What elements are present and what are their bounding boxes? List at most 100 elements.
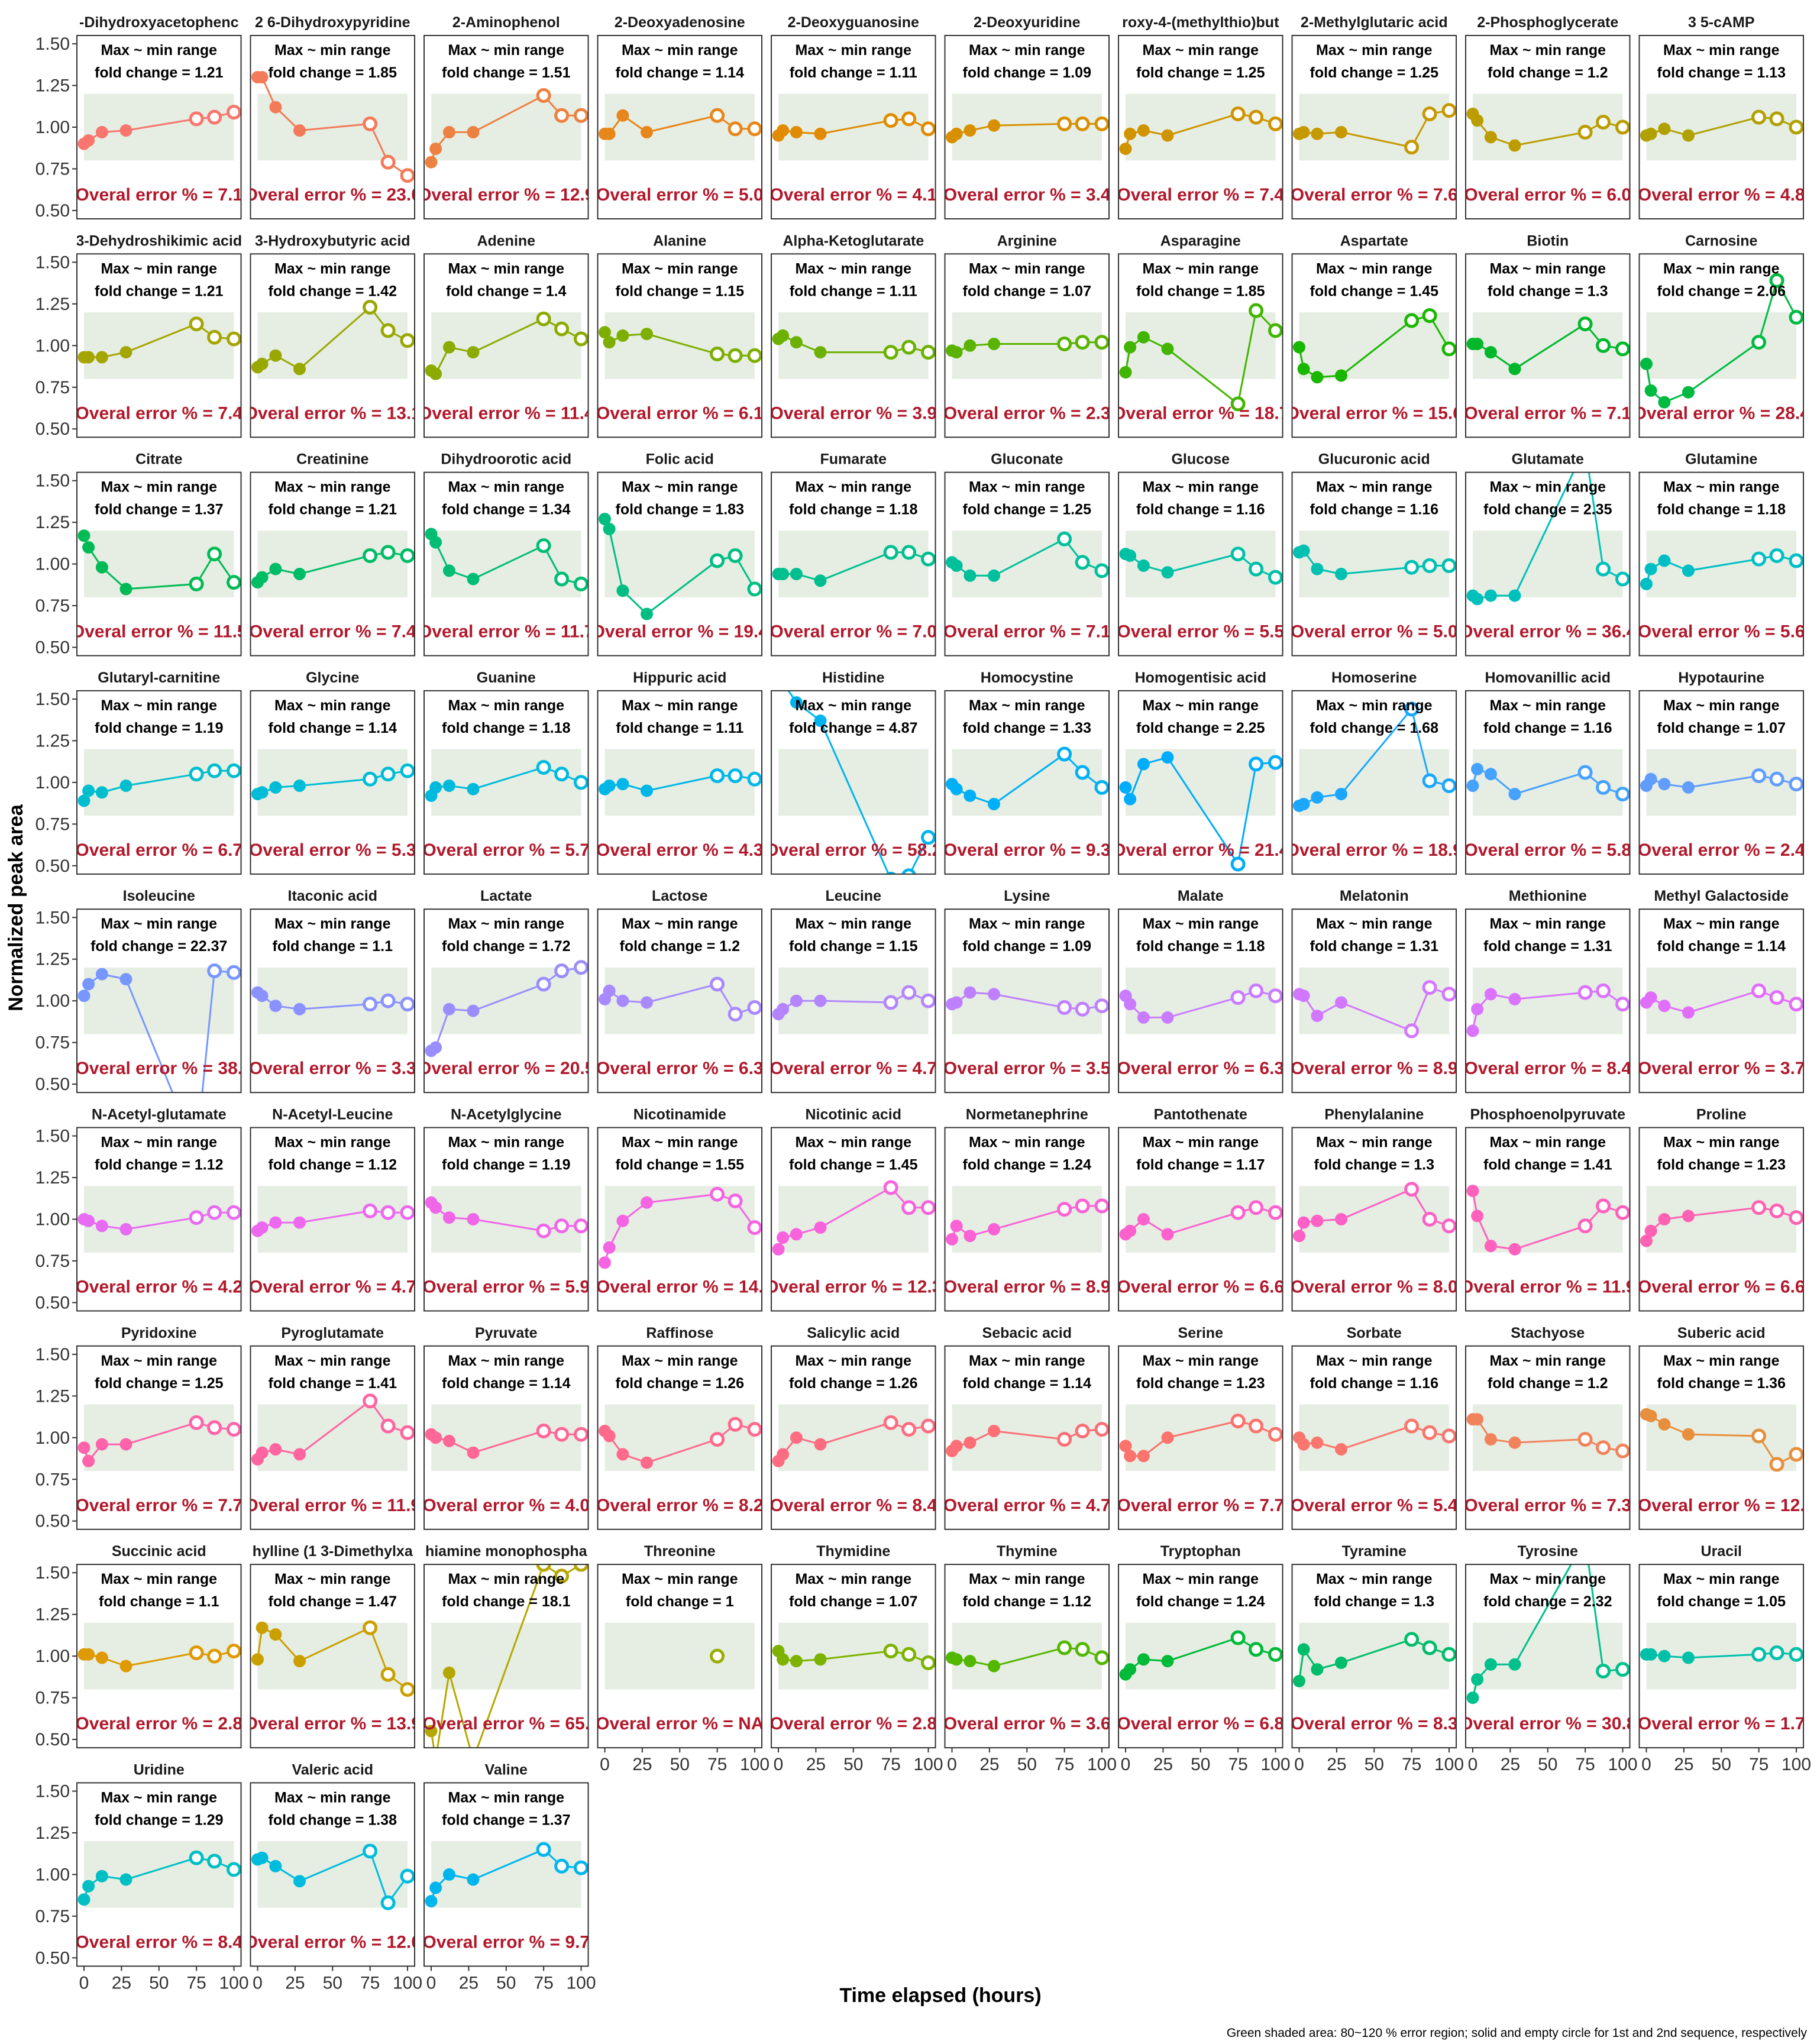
annotation-fold-change: fold change = 1.14	[442, 1375, 571, 1392]
data-point-second-sequence	[363, 1844, 378, 1859]
data-point-second-sequence	[710, 553, 725, 568]
data-point-first-sequence	[1137, 758, 1150, 771]
error-band	[952, 1404, 1103, 1471]
data-point-first-sequence	[1471, 114, 1484, 127]
annotation-fold-change: fold change = 1.25	[1136, 64, 1265, 81]
data-point-second-sequence	[207, 1205, 222, 1220]
data-point-first-sequence	[988, 1425, 1000, 1437]
data-point-second-sequence	[1769, 1457, 1784, 1472]
annotation-error: Overal error % = 2.8	[75, 1714, 243, 1733]
annotation-fold-change: fold change = 2.25	[1136, 720, 1265, 736]
annotation-error: Overal error % = 4.7	[943, 1496, 1111, 1515]
annotation-error: Overal error % = 5.0	[1291, 622, 1458, 642]
panel-border	[1638, 471, 1805, 656]
facet-panel: Max ~ min range fold change = 2.06 Overal …	[1638, 232, 1805, 438]
y-tick-label: 0.50	[35, 1293, 70, 1312]
data-point-second-sequence	[1596, 115, 1611, 130]
data-point-first-sequence	[467, 1753, 480, 1765]
error-band	[1126, 1622, 1276, 1690]
data-point-first-sequence	[425, 156, 438, 169]
annotation-range: Max ~ min range	[795, 260, 911, 277]
annotation-fold-change: fold change = 1.85	[1136, 283, 1265, 299]
facet-panel: Max ~ min range fold change = 1.36 Overal …	[1638, 1325, 1805, 1530]
data-point-second-sequence	[400, 548, 415, 563]
facet-title: Alpha-Ketoglutarate	[783, 232, 924, 249]
data-point-second-sequence	[1230, 396, 1246, 412]
data-point-second-sequence	[1249, 109, 1264, 125]
error-band	[431, 312, 581, 379]
panel-border	[423, 908, 589, 1094]
facet-panel: Max ~ min range fold change = 1.47 Overal …	[250, 1543, 416, 1749]
error-band	[257, 1404, 408, 1471]
error-band	[604, 531, 755, 597]
data-point-second-sequence	[400, 1868, 415, 1884]
panel-border	[250, 471, 416, 656]
data-point-second-sequence	[710, 1648, 725, 1664]
data-point-second-sequence	[1075, 116, 1090, 131]
facet-panel: Max ~ min range fold change = 1.4 Overal e…	[418, 232, 594, 438]
data-point-first-sequence	[950, 996, 963, 1009]
facet-panel: Max ~ min range fold change = 2.35 Overal …	[1465, 451, 1631, 656]
annotation-range: Max ~ min range	[795, 916, 911, 932]
data-point-second-sequence	[710, 976, 725, 992]
data-point-second-sequence	[1596, 1198, 1611, 1214]
x-tick-label: 25	[632, 1755, 652, 1774]
data-point-second-sequence	[1769, 1203, 1784, 1218]
data-point-first-sequence	[256, 989, 269, 1002]
panel-border	[1638, 908, 1805, 1094]
data-point-second-sequence	[227, 1205, 241, 1220]
annotation-range: Max ~ min range	[274, 1789, 391, 1806]
data-point-second-sequence	[1789, 777, 1804, 792]
data-point-second-sequence	[363, 771, 378, 787]
data-point-first-sequence	[293, 568, 306, 580]
data-point-second-sequence	[1249, 756, 1264, 772]
annotation-error: Overal error % = 6.3	[596, 1059, 764, 1078]
facet-title: Adenine	[477, 232, 535, 249]
data-point-first-sequence	[256, 1446, 269, 1459]
facet-panel: Max ~ min range fold change = 1.15 Overal …	[597, 232, 763, 438]
data-point-second-sequence	[883, 545, 898, 560]
data-point-second-sequence	[883, 995, 898, 1010]
facet-panel: Max ~ min range fold change = 1.23 Overal …	[1118, 1325, 1283, 1530]
facet-panel: Max ~ min range fold change = 1.18 Overal …	[771, 451, 936, 656]
data-point-first-sequence	[1471, 1002, 1484, 1015]
data-point-second-sequence	[574, 775, 589, 790]
annotation-range: Max ~ min range	[969, 479, 1085, 496]
x-tick-label: 50	[670, 1755, 690, 1774]
plot-area: Max ~ min range fold change = 1.47 Overal …	[251, 1571, 415, 1733]
y-tick-label: 0.50	[35, 856, 70, 876]
data-point-second-sequence	[1579, 1534, 1591, 1545]
facet-panel: Max ~ min range fold change = 1.19 Overal …	[76, 670, 242, 875]
data-point-first-sequence	[119, 780, 132, 792]
data-point-second-sequence	[728, 548, 743, 563]
annotation-fold-change: fold change = 1.24	[1136, 1593, 1265, 1610]
data-point-second-sequence	[1441, 558, 1457, 573]
data-point-second-sequence	[1596, 1440, 1611, 1456]
data-point-first-sequence	[1297, 1438, 1310, 1451]
data-point-first-sequence	[82, 1880, 95, 1893]
data-point-first-sequence	[1508, 139, 1521, 152]
data-point-second-sequence	[747, 348, 762, 363]
data-point-first-sequence	[1682, 1209, 1695, 1222]
x-tick-label: 50	[1712, 1755, 1731, 1774]
data-point-first-sequence	[1508, 589, 1521, 602]
y-tick-label: 1.25	[35, 1168, 70, 1188]
annotation-error: Overal error % = 11.4	[418, 403, 594, 423]
plot-area: Max ~ min range fold change = 1.45 Overal …	[1292, 260, 1457, 423]
data-point-second-sequence	[574, 576, 589, 591]
annotation-range: Max ~ min range	[1663, 42, 1780, 59]
annotation-error: Overal error % = 8.9	[1291, 1059, 1458, 1078]
facet-title: Tyramine	[1342, 1543, 1407, 1560]
y-tick-label: 1.25	[35, 1605, 70, 1625]
data-point-second-sequence	[1441, 103, 1457, 118]
data-point-second-sequence	[207, 1420, 222, 1435]
x-tick-label: 0	[774, 1755, 784, 1774]
facet-title: Itaconic acid	[288, 888, 377, 904]
facet-title: 2-Deoxyuridine	[974, 14, 1081, 31]
data-point-second-sequence	[554, 1427, 570, 1442]
panel-border	[944, 253, 1110, 438]
annotation-range: Max ~ min range	[448, 1789, 564, 1806]
data-point-second-sequence	[1404, 313, 1420, 328]
annotation-error: Overal error % = 3.7	[1638, 1059, 1805, 1078]
annotation-fold-change: fold change = 1.68	[1310, 720, 1439, 736]
